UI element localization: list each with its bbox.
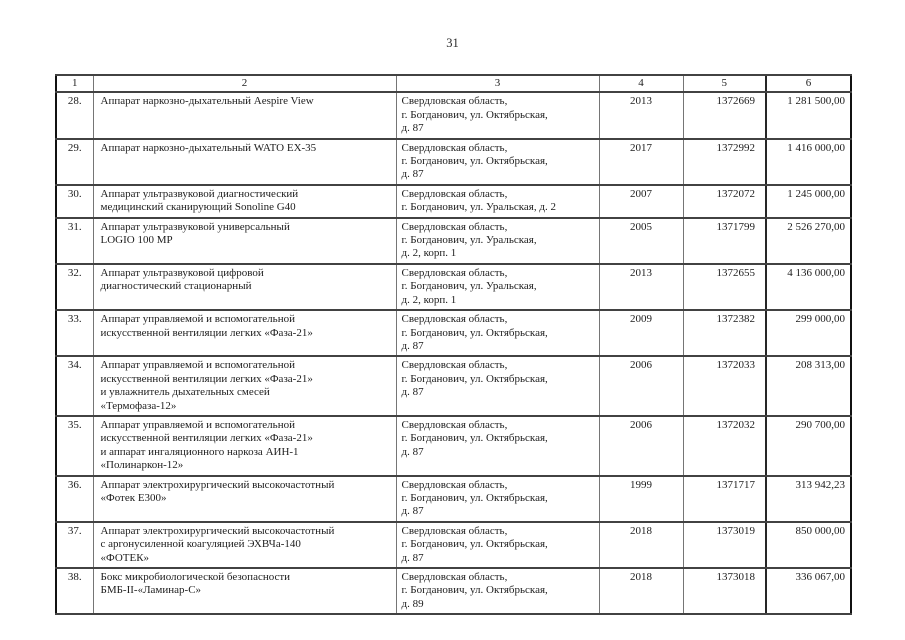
address-cell: Свердловская область, г. Богданович, ул.…	[395, 216, 600, 265]
row-number-cell: 34.	[55, 355, 94, 417]
year-cell: 2013	[598, 262, 684, 312]
inventory-number-cell: 1372033	[682, 355, 767, 417]
row-number-cell: 32.	[55, 262, 94, 312]
table-row: 37. Аппарат электрохирургический высокоча…	[55, 520, 852, 570]
row-number-cell: 36.	[55, 474, 94, 523]
row-number-cell: 30.	[55, 183, 94, 219]
table-row: 31. Аппарат ультразвуковой универсальный …	[55, 216, 852, 265]
equipment-name-cell: Аппарат управляемой и вспомогательной ис…	[92, 414, 397, 477]
inventory-number-cell: 1372655	[682, 262, 767, 312]
row-number-cell: 28.	[55, 91, 94, 140]
row-number-cell: 35.	[55, 414, 94, 477]
table-row: 35. Аппарат управляемой и вспомогательной…	[55, 414, 852, 477]
inventory-number-cell: 1372992	[682, 137, 767, 186]
table-row: 38. Бокс микробиологической безопасности …	[55, 566, 852, 616]
table-row: 28. Аппарат наркозно-дыхательный Aespire …	[55, 91, 852, 140]
column-header-5: 5	[682, 73, 767, 94]
equipment-name-cell: Аппарат ультразвуковой универсальный LOG…	[92, 216, 397, 265]
year-cell: 2007	[598, 183, 684, 219]
year-cell: 2006	[598, 414, 684, 477]
inventory-number-cell: 1372072	[682, 183, 767, 219]
address-cell: Свердловская область, г. Богданович, ул.…	[395, 137, 600, 186]
year-cell: 2017	[598, 137, 684, 186]
equipment-name-cell: Аппарат наркозно-дыхательный WATO EX-35	[92, 137, 397, 186]
table-row: 30. Аппарат ультразвуковой диагностически…	[55, 183, 852, 219]
year-cell: 2013	[598, 91, 684, 140]
row-number-cell: 31.	[55, 216, 94, 265]
price-cell: 1 281 500,00	[765, 91, 852, 140]
inventory-number-cell: 1372669	[682, 91, 767, 140]
table-row: 29. Аппарат наркозно-дыхательный WATO EX-…	[55, 137, 852, 186]
equipment-name-cell: Бокс микробиологической безопасности БМБ…	[92, 566, 397, 616]
equipment-name-cell: Аппарат ультразвуковой цифровой диагност…	[92, 262, 397, 312]
equipment-name-cell: Аппарат наркозно-дыхательный Aespire Vie…	[92, 91, 397, 140]
address-cell: Свердловская область, г. Богданович, ул.…	[395, 474, 600, 523]
equipment-name-cell: Аппарат управляемой и вспомогательной ис…	[92, 355, 397, 417]
table-row: 33. Аппарат управляемой и вспомогательной…	[55, 309, 852, 358]
year-cell: 2005	[598, 216, 684, 265]
address-cell: Свердловская область, г. Богданович, ул.…	[395, 355, 600, 417]
equipment-name-cell: Аппарат управляемой и вспомогательной ис…	[92, 309, 397, 358]
inventory-number-cell: 1371799	[682, 216, 767, 265]
inventory-number-cell: 1371717	[682, 474, 767, 523]
price-cell: 313 942,23	[765, 474, 852, 523]
column-header-4: 4	[598, 73, 684, 94]
year-cell: 2018	[598, 566, 684, 616]
address-cell: Свердловская область, г. Богданович, ул.…	[395, 183, 600, 219]
equipment-name-cell: Аппарат электрохирургический высокочасто…	[92, 520, 397, 570]
year-cell: 1999	[598, 474, 684, 523]
year-cell: 2009	[598, 309, 684, 358]
inventory-number-cell: 1373019	[682, 520, 767, 570]
price-cell: 208 313,00	[765, 355, 852, 417]
table-row: 36. Аппарат электрохирургический высокоча…	[55, 474, 852, 523]
price-cell: 1 245 000,00	[765, 183, 852, 219]
column-header-3: 3	[395, 73, 600, 94]
column-header-6: 6	[765, 73, 852, 94]
price-cell: 4 136 000,00	[765, 262, 852, 312]
address-cell: Свердловская область, г. Богданович, ул.…	[395, 262, 600, 312]
inventory-number-cell: 1373018	[682, 566, 767, 616]
page-number: 31	[446, 36, 459, 50]
inventory-number-cell: 1372382	[682, 309, 767, 358]
table-body: 28. Аппарат наркозно-дыхательный Aespire …	[55, 91, 852, 616]
price-cell: 299 000,00	[765, 309, 852, 358]
address-cell: Свердловская область, г. Богданович, ул.…	[395, 309, 600, 358]
row-number-cell: 29.	[55, 137, 94, 186]
price-cell: 1 416 000,00	[765, 137, 852, 186]
equipment-name-cell: Аппарат ультразвуковой диагностический м…	[92, 183, 397, 219]
row-number-cell: 33.	[55, 309, 94, 358]
equipment-name-cell: Аппарат электрохирургический высокочасто…	[92, 474, 397, 523]
price-cell: 290 700,00	[765, 414, 852, 477]
inventory-number-cell: 1372032	[682, 414, 767, 477]
address-cell: Свердловская область, г. Богданович, ул.…	[395, 414, 600, 477]
address-cell: Свердловская область, г. Богданович, ул.…	[395, 91, 600, 140]
column-header-1: 1	[55, 73, 94, 94]
year-cell: 2006	[598, 355, 684, 417]
row-number-cell: 37.	[55, 520, 94, 570]
price-cell: 850 000,00	[765, 520, 852, 570]
price-cell: 2 526 270,00	[765, 216, 852, 265]
column-header-2: 2	[92, 73, 397, 94]
table-row: 32. Аппарат ультразвуковой цифровой диагн…	[55, 262, 852, 312]
year-cell: 2018	[598, 520, 684, 570]
table-row: 34. Аппарат управляемой и вспомогательной…	[55, 355, 852, 417]
price-cell: 336 067,00	[765, 566, 852, 616]
address-cell: Свердловская область, г. Богданович, ул.…	[395, 566, 600, 616]
row-number-cell: 38.	[55, 566, 94, 616]
address-cell: Свердловская область, г. Богданович, ул.…	[395, 520, 600, 570]
